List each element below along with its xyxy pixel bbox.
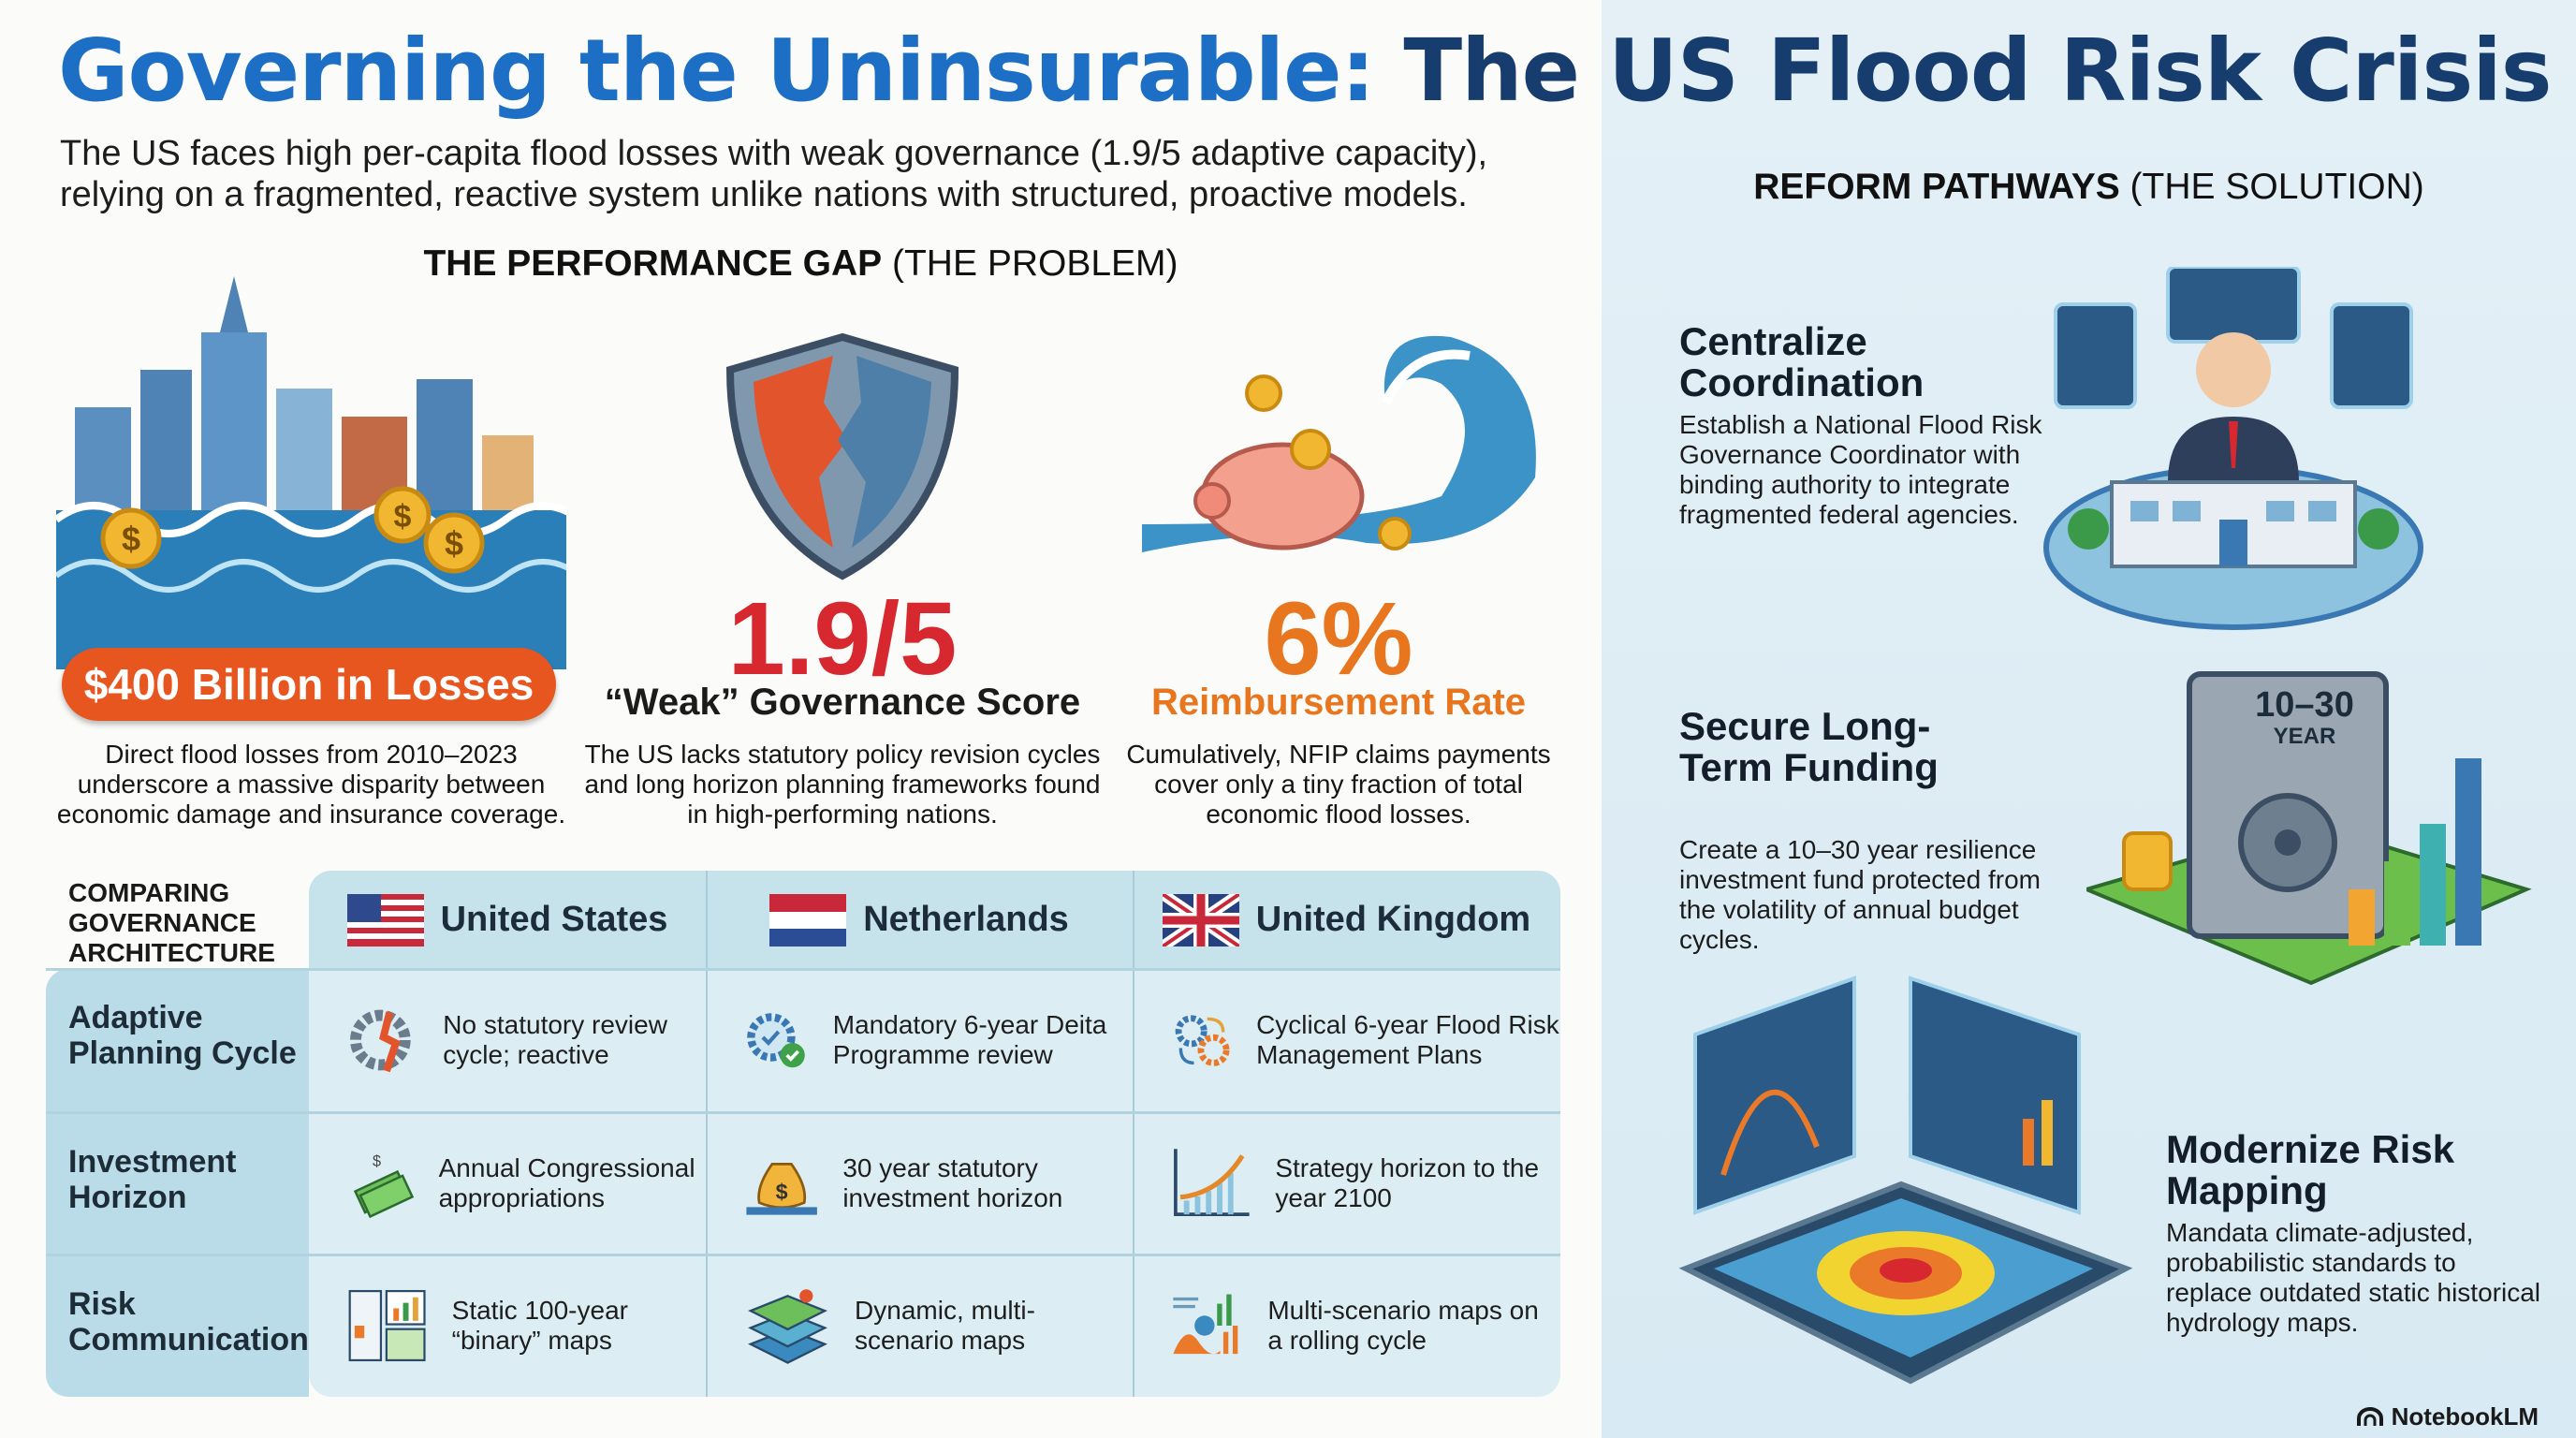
gear-check-icon — [747, 1013, 805, 1068]
badge-sub: YEAR — [2273, 724, 2336, 749]
reform-title-mapping: Modernize Risk Mapping — [2166, 1127, 2455, 1212]
subtitle: The US faces high per-capita flood losse… — [60, 134, 1488, 214]
table-header-background — [309, 871, 1560, 969]
row-label-risk: Risk Communication — [68, 1286, 309, 1357]
reimbursement-label: Reimbursement Rate — [1150, 682, 1527, 723]
reform-panel-background — [1602, 0, 2576, 1438]
coin-icon: $ — [100, 507, 162, 569]
svg-text:$: $ — [445, 524, 463, 563]
cell-text: Multi-scenario maps on a rolling cycle — [1267, 1296, 1539, 1355]
column-header-netherlands: Netherlands — [706, 871, 1133, 969]
cell-text: Static 100-year “binary” maps — [451, 1296, 628, 1355]
governance-description: The US lacks statutory policy revision c… — [584, 740, 1101, 829]
cell-text: Mandatory 6-year Deita Programme review — [832, 1010, 1107, 1069]
static-map-report-icon — [348, 1289, 426, 1362]
reimbursement-description: Cumulatively, NFIP claims payments cover… — [1126, 740, 1551, 829]
row-divider — [46, 1111, 1560, 1114]
vault-year-badge: 10–30 YEAR — [2202, 686, 2408, 750]
badge-main: 10–30 — [2255, 685, 2354, 725]
multi-scenario-charts-icon — [1173, 1294, 1238, 1355]
vault-funding-illustration — [2086, 671, 2532, 986]
comparison-table: COMPARING GOVERNANCE ARCHITECTURE United… — [46, 871, 1560, 1397]
row-label-investment: Investment Horizon — [68, 1144, 237, 1215]
column-label: United Kingdom — [1255, 900, 1531, 939]
cell-nl-planning: Mandatory 6-year Deita Programme review — [706, 969, 1133, 1111]
uk-flag-icon — [1162, 893, 1239, 946]
cell-text: Dynamic, multi-scenario maps — [855, 1296, 1035, 1355]
reform-title-centralize: Centralize Coordination — [1679, 319, 1925, 404]
cell-nl-risk: Dynamic, multi-scenario maps — [706, 1255, 1133, 1397]
us-flag-icon — [346, 893, 424, 946]
cell-text: Annual Congressional appropriations — [438, 1152, 695, 1212]
cell-uk-risk: Multi-scenario maps on a rolling cycle — [1133, 1255, 1560, 1397]
piggy-bank-wave-illustration — [1142, 335, 1536, 552]
reform-desc-funding: Create a 10–30 year resilience investmen… — [1679, 835, 2041, 954]
reform-pathways-heading: REFORM PATHWAYS (THE SOLUTION) — [1602, 167, 2576, 208]
reform-title-funding: Secure Long-Term Funding — [1679, 704, 1939, 789]
governance-score: 1.9/5 — [727, 581, 958, 697]
netherlands-flag-icon — [769, 893, 847, 946]
heading-rest: (THE PROBLEM) — [882, 243, 1178, 284]
svg-text:$: $ — [776, 1180, 788, 1204]
svg-text:$: $ — [373, 1152, 381, 1169]
title-part1: Governing the Uninsurable: — [58, 21, 1375, 121]
losses-description: Direct flood losses from 2010–2023 under… — [56, 740, 566, 829]
row-label-background — [46, 969, 309, 1397]
column-divider — [1133, 871, 1134, 1397]
svg-text:$: $ — [122, 520, 140, 558]
svg-text:$: $ — [394, 499, 412, 535]
cycle-gears-icon — [1175, 1015, 1230, 1066]
reimbursement-rate: 6% — [1264, 581, 1413, 697]
cell-us-risk: Static 100-year “binary” maps — [309, 1255, 706, 1397]
notebooklm-logo: NotebookLM — [2356, 1402, 2539, 1431]
column-label: United States — [440, 900, 668, 939]
column-header-us: United States — [309, 871, 706, 969]
heading-rest: (THE SOLUTION) — [2119, 167, 2424, 207]
layered-maps-icon — [748, 1289, 828, 1364]
flooded-city-illustration: $ $ $ — [56, 276, 566, 669]
cell-text: No statutory review cycle; reactive — [443, 1010, 667, 1069]
title-part2: The US Flood Risk Crisis — [1403, 21, 2552, 121]
cell-uk-investment: Strategy horizon to the year 2100 — [1133, 1112, 1560, 1254]
row-divider — [46, 968, 1560, 971]
federal-coordinator-illustration — [2043, 267, 2423, 630]
broken-gear-icon — [349, 1009, 411, 1073]
row-divider — [46, 1254, 1560, 1256]
cash-stack-icon: $ — [353, 1152, 415, 1218]
cell-text: 30 year statutory investment horizon — [842, 1152, 1063, 1212]
row-label-planning: Adaptive Planning Cycle — [68, 1000, 297, 1071]
brand-label: NotebookLM — [2391, 1402, 2539, 1431]
growth-chart-icon — [1174, 1148, 1250, 1216]
risk-mapping-illustration — [1678, 976, 2133, 1385]
reform-desc-mapping: Mandata climate-adjusted, probabilistic … — [2166, 1218, 2540, 1337]
money-bag-icon: $ — [746, 1162, 817, 1215]
cell-nl-investment: $ 30 year statutory investment horizon — [706, 1112, 1133, 1254]
notebooklm-icon — [2356, 1406, 2383, 1426]
heading-bold: THE PERFORMANCE GAP — [423, 243, 883, 284]
governance-score-label: “Weak” Governance Score — [604, 682, 1081, 723]
losses-stat-pill: $400 Billion in Losses — [62, 648, 556, 721]
cell-us-investment: $ Annual Congressional appropriations — [309, 1112, 706, 1254]
cell-text: Strategy horizon to the year 2100 — [1275, 1152, 1540, 1212]
column-divider — [706, 871, 708, 1397]
column-label: Netherlands — [863, 900, 1069, 939]
performance-gap-heading: THE PERFORMANCE GAP (THE PROBLEM) — [0, 243, 1602, 285]
comparison-title: COMPARING GOVERNANCE ARCHITECTURE — [68, 878, 275, 967]
column-header-uk: United Kingdom — [1133, 871, 1560, 969]
cell-uk-planning: Cyclical 6-year Flood Risk Management Pl… — [1133, 969, 1560, 1111]
cell-us-planning: No statutory review cycle; reactive — [309, 969, 706, 1111]
broken-shield-icon — [725, 332, 959, 580]
heading-bold: REFORM PATHWAYS — [1753, 167, 2120, 207]
cell-text: Cyclical 6-year Flood Risk Management Pl… — [1256, 1010, 1559, 1069]
reform-desc-centralize: Establish a National Flood Risk Governan… — [1679, 410, 2042, 529]
page-title: Governing the Uninsurable: The US Flood … — [58, 21, 2553, 121]
